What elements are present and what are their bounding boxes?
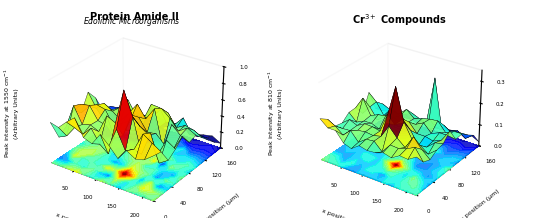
- Title: Protein Amide II: Protein Amide II: [91, 12, 179, 22]
- Y-axis label: y position (μm): y position (μm): [200, 192, 240, 218]
- X-axis label: x position (μm): x position (μm): [321, 208, 368, 218]
- Text: $\it{Edolithic\ Microorganisms}$: $\it{Edolithic\ Microorganisms}$: [84, 15, 181, 28]
- Title: Cr$^{3+}$ Compounds: Cr$^{3+}$ Compounds: [351, 13, 446, 28]
- X-axis label: x position (μm): x position (μm): [55, 212, 101, 218]
- Text: Peak intensity at 810 cm$^{-1}$
(Arbitrary Units): Peak intensity at 810 cm$^{-1}$ (Arbitra…: [267, 70, 283, 156]
- Y-axis label: y position (μm): y position (μm): [460, 189, 501, 218]
- Text: Peak intensity at 1550 cm$^{-1}$
(Arbitrary Units): Peak intensity at 1550 cm$^{-1}$ (Arbitr…: [3, 68, 19, 158]
